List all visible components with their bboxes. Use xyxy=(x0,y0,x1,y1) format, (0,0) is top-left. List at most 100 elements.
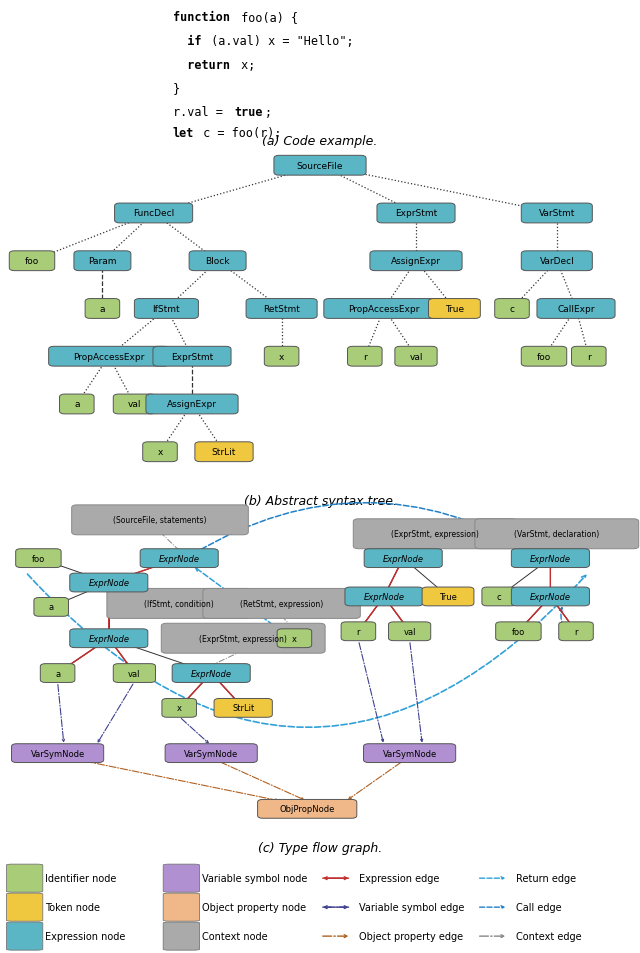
Text: Param: Param xyxy=(88,257,116,266)
Text: IfStmt: IfStmt xyxy=(152,305,180,314)
Text: SourceFile: SourceFile xyxy=(297,162,343,171)
FancyBboxPatch shape xyxy=(364,744,456,762)
Text: Variable symbol node: Variable symbol node xyxy=(202,873,307,883)
FancyBboxPatch shape xyxy=(15,549,61,568)
Text: function: function xyxy=(173,11,230,24)
Text: True: True xyxy=(439,593,457,601)
Text: x;: x; xyxy=(234,58,255,71)
Text: Token node: Token node xyxy=(45,902,100,912)
FancyBboxPatch shape xyxy=(496,622,541,641)
Text: c: c xyxy=(509,305,515,314)
Text: AssignExpr: AssignExpr xyxy=(167,400,217,409)
FancyBboxPatch shape xyxy=(214,699,273,718)
Text: ExprNode: ExprNode xyxy=(88,578,129,587)
FancyBboxPatch shape xyxy=(34,598,68,617)
FancyBboxPatch shape xyxy=(162,699,196,718)
Text: Expression node: Expression node xyxy=(45,931,125,942)
Text: CallExpr: CallExpr xyxy=(557,305,595,314)
Text: VarSymNode: VarSymNode xyxy=(184,749,238,758)
FancyBboxPatch shape xyxy=(537,299,615,319)
Text: x: x xyxy=(157,448,163,456)
FancyBboxPatch shape xyxy=(511,549,589,568)
Text: foo(a) {: foo(a) { xyxy=(234,11,298,24)
Text: r: r xyxy=(574,627,578,636)
Text: c: c xyxy=(497,593,502,601)
Text: foo: foo xyxy=(537,353,551,361)
Text: ExprStmt: ExprStmt xyxy=(171,353,213,361)
FancyBboxPatch shape xyxy=(6,923,43,950)
Text: ExprNode: ExprNode xyxy=(530,554,571,563)
Text: val: val xyxy=(128,669,141,678)
Text: val: val xyxy=(409,353,423,361)
FancyBboxPatch shape xyxy=(140,549,218,568)
Text: val: val xyxy=(127,400,141,409)
FancyBboxPatch shape xyxy=(49,347,169,367)
FancyBboxPatch shape xyxy=(10,252,55,272)
FancyBboxPatch shape xyxy=(429,299,480,319)
FancyBboxPatch shape xyxy=(195,442,253,462)
Text: StrLit: StrLit xyxy=(232,703,254,713)
Text: ExprNode: ExprNode xyxy=(88,634,129,643)
Text: (ExprStmt, expression): (ExprStmt, expression) xyxy=(391,530,479,538)
Text: Return edge: Return edge xyxy=(516,873,576,883)
FancyBboxPatch shape xyxy=(475,519,639,549)
Text: VarSymNode: VarSymNode xyxy=(383,749,436,758)
FancyBboxPatch shape xyxy=(70,629,148,648)
Text: (a) Code example.: (a) Code example. xyxy=(262,134,378,148)
Text: Call edge: Call edge xyxy=(516,902,561,912)
FancyBboxPatch shape xyxy=(189,252,246,272)
Text: ObjPropNode: ObjPropNode xyxy=(280,804,335,814)
Text: let: let xyxy=(173,127,194,139)
Text: AssignExpr: AssignExpr xyxy=(391,257,441,266)
FancyBboxPatch shape xyxy=(115,204,193,224)
Text: x: x xyxy=(177,703,182,713)
FancyBboxPatch shape xyxy=(388,622,431,641)
FancyBboxPatch shape xyxy=(324,299,444,319)
FancyBboxPatch shape xyxy=(113,395,156,415)
FancyBboxPatch shape xyxy=(107,589,252,618)
FancyBboxPatch shape xyxy=(60,395,94,415)
Text: x: x xyxy=(292,634,297,643)
FancyBboxPatch shape xyxy=(395,347,437,367)
FancyBboxPatch shape xyxy=(134,299,198,319)
Text: Object property edge: Object property edge xyxy=(359,931,463,942)
FancyBboxPatch shape xyxy=(345,587,423,606)
Text: ;: ; xyxy=(265,106,272,119)
FancyBboxPatch shape xyxy=(161,623,325,654)
Text: PropAccessExpr: PropAccessExpr xyxy=(73,353,145,361)
FancyBboxPatch shape xyxy=(163,923,200,950)
Text: ExprNode: ExprNode xyxy=(191,669,232,678)
FancyBboxPatch shape xyxy=(377,204,455,224)
FancyBboxPatch shape xyxy=(12,744,104,762)
Text: val: val xyxy=(403,627,416,636)
FancyBboxPatch shape xyxy=(559,622,593,641)
Text: (ExprStmt, expression): (ExprStmt, expression) xyxy=(199,634,287,643)
Text: (SourceFile, statements): (SourceFile, statements) xyxy=(113,516,207,525)
FancyBboxPatch shape xyxy=(146,395,238,415)
Text: true: true xyxy=(234,106,263,119)
Text: Expression edge: Expression edge xyxy=(359,873,439,883)
Text: Variable symbol edge: Variable symbol edge xyxy=(359,902,464,912)
Text: Identifier node: Identifier node xyxy=(45,873,116,883)
Text: r: r xyxy=(587,353,591,361)
FancyBboxPatch shape xyxy=(70,574,148,593)
Text: True: True xyxy=(445,305,464,314)
FancyBboxPatch shape xyxy=(203,589,360,618)
FancyBboxPatch shape xyxy=(72,505,248,536)
Text: foo: foo xyxy=(512,627,525,636)
FancyBboxPatch shape xyxy=(153,347,231,367)
FancyBboxPatch shape xyxy=(572,347,606,367)
Text: r.val =: r.val = xyxy=(173,106,230,119)
Text: r: r xyxy=(356,627,360,636)
FancyBboxPatch shape xyxy=(277,629,312,648)
FancyBboxPatch shape xyxy=(264,347,299,367)
FancyArrowPatch shape xyxy=(28,575,586,727)
Text: }: } xyxy=(173,82,180,95)
Text: StrLit: StrLit xyxy=(212,448,236,456)
FancyBboxPatch shape xyxy=(353,519,517,549)
FancyBboxPatch shape xyxy=(482,587,516,606)
FancyBboxPatch shape xyxy=(113,664,156,682)
Text: VarDecl: VarDecl xyxy=(540,257,574,266)
Text: a: a xyxy=(74,400,79,409)
Text: ExprStmt: ExprStmt xyxy=(395,210,437,218)
